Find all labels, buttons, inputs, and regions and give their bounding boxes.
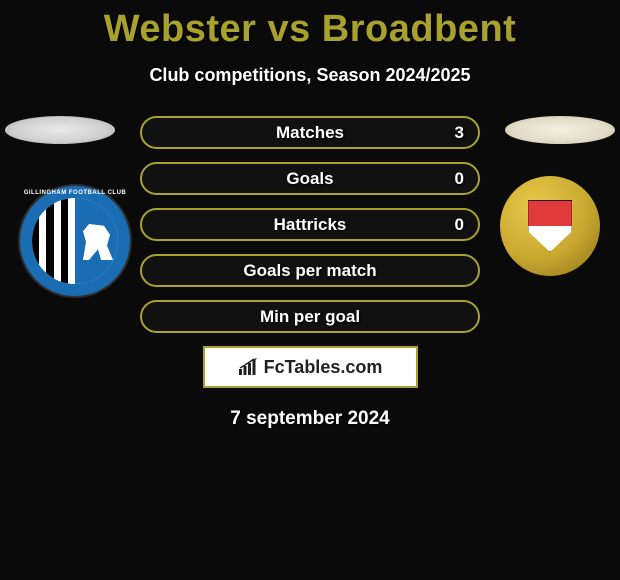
club-crest-left: GILLINGHAM FOOTBALL CLUB	[20, 186, 130, 296]
player-left-placeholder	[5, 116, 115, 144]
stat-row-hattricks: Hattricks 0	[140, 208, 480, 241]
page-title: Webster vs Broadbent	[0, 0, 620, 51]
footer-date: 7 september 2024	[0, 408, 620, 430]
stat-label: Goals per match	[243, 261, 376, 281]
stat-row-goals-per-match: Goals per match	[140, 254, 480, 287]
stats-list: Matches 3 Goals 0 Hattricks 0 Goals per …	[140, 116, 480, 333]
brand-link[interactable]: FcTables.com	[203, 346, 418, 388]
stat-value: 0	[455, 215, 464, 235]
player-right-placeholder	[505, 116, 615, 144]
subtitle: Club competitions, Season 2024/2025	[0, 65, 620, 86]
comparison-panel: GILLINGHAM FOOTBALL CLUB Matches 3 Goals…	[0, 116, 620, 430]
stat-value: 0	[455, 169, 464, 189]
club-crest-right	[500, 176, 600, 276]
stat-value: 3	[455, 123, 464, 143]
stat-row-min-per-goal: Min per goal	[140, 300, 480, 333]
stat-label: Goals	[286, 169, 333, 189]
brand-name: FcTables.com	[264, 357, 383, 378]
stat-row-matches: Matches 3	[140, 116, 480, 149]
stat-label: Hattricks	[274, 215, 347, 235]
stat-row-goals: Goals 0	[140, 162, 480, 195]
stat-label: Min per goal	[260, 307, 360, 327]
bar-chart-icon	[238, 358, 260, 376]
stat-label: Matches	[276, 123, 344, 143]
crest-left-ring-text: GILLINGHAM FOOTBALL CLUB	[20, 190, 130, 196]
